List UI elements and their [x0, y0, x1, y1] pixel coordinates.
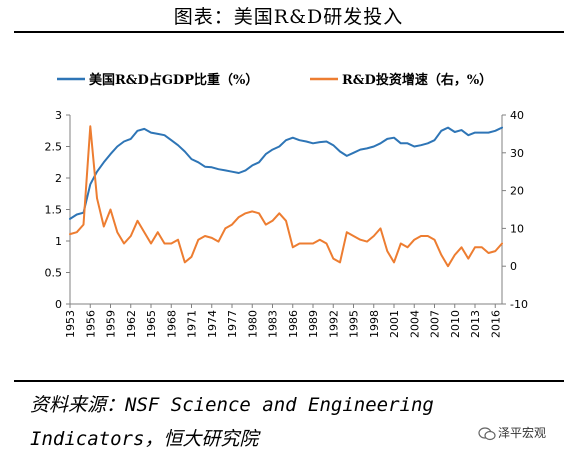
left-tick-label: 1.5: [45, 204, 63, 217]
x-tick-label: 1956: [84, 310, 97, 338]
top-rule: [14, 31, 564, 33]
axes: [69, 115, 503, 305]
legend-label-2: R&D投资增速（右，%）: [342, 72, 492, 88]
x-tick-label: 1992: [327, 310, 340, 338]
x-tick-label: 2001: [388, 310, 401, 338]
x-tick-label: 2010: [449, 310, 462, 338]
source-line-1: 资料来源：NSF Science and Engineering: [30, 394, 434, 416]
x-tick-label: 2013: [469, 310, 482, 338]
x-tick-label: 1962: [125, 310, 138, 338]
source-line-2: Indicators，恒大研究院: [30, 428, 259, 450]
left-axis-ticks: 0 0.5 1 1.5 2 2.5 3: [45, 109, 70, 311]
right-tick-label: 40: [510, 109, 524, 122]
source-note: 资料来源：NSF Science and Engineering Indicat…: [30, 388, 434, 456]
x-tick-label: 1971: [186, 310, 199, 338]
series-lines: [69, 125, 503, 268]
left-tick-label: 0.5: [45, 267, 63, 280]
left-tick-label: 2: [55, 172, 62, 185]
x-tick-label: 1995: [348, 310, 361, 338]
x-tick-label: 1968: [165, 310, 178, 338]
right-tick-label: 30: [510, 147, 524, 160]
x-tick-label: 1977: [226, 310, 239, 338]
right-tick-label: -10: [510, 298, 528, 311]
x-tick-label: 1986: [287, 310, 300, 338]
right-tick-label: 10: [510, 222, 524, 235]
series-line-2: [69, 125, 503, 268]
chart-title: 图表：美国R&D研发投入: [173, 6, 404, 28]
legend: 美国R&D占GDP比重（%） R&D投资增速（右，%）: [57, 72, 492, 88]
left-tick-label: 2.5: [45, 141, 63, 154]
x-tick-label: 1953: [64, 310, 77, 338]
x-tick-label: 1959: [105, 310, 118, 338]
x-tick-label: 1965: [145, 310, 158, 338]
bottom-rule: [14, 380, 564, 382]
x-tick-label: 2004: [408, 310, 421, 338]
chart: 美国R&D占GDP比重（%） R&D投资增速（右，%） 0 0.5 1 1.5 2 2.5 3…: [45, 72, 528, 338]
right-axis-ticks: -10 0 10 20 30 40: [502, 109, 528, 311]
right-tick-label: 20: [510, 185, 524, 198]
x-tick-label: 2016: [489, 310, 502, 338]
x-tick-label: 1998: [368, 310, 381, 338]
x-tick-label: 2007: [429, 310, 442, 338]
x-axis-ticks: 1953 1956 1959 1962 1965 1968 1971 1974 1977 1980…: [64, 304, 502, 338]
watermark: 泽平宏观: [478, 424, 546, 441]
series-line-1: [69, 126, 503, 220]
left-tick-label: 3: [55, 109, 62, 122]
watermark-text: 泽平宏观: [498, 426, 547, 440]
x-tick-label: 1974: [206, 310, 219, 338]
x-tick-label: 1989: [307, 310, 320, 338]
x-tick-label: 1980: [246, 310, 259, 338]
left-tick-label: 1: [55, 235, 62, 248]
left-tick-label: 0: [55, 298, 62, 311]
legend-label-1: 美国R&D占GDP比重（%）: [89, 72, 258, 88]
right-tick-label: 0: [510, 260, 517, 273]
x-tick-label: 1983: [267, 310, 280, 338]
wechat-icon: [478, 426, 496, 440]
